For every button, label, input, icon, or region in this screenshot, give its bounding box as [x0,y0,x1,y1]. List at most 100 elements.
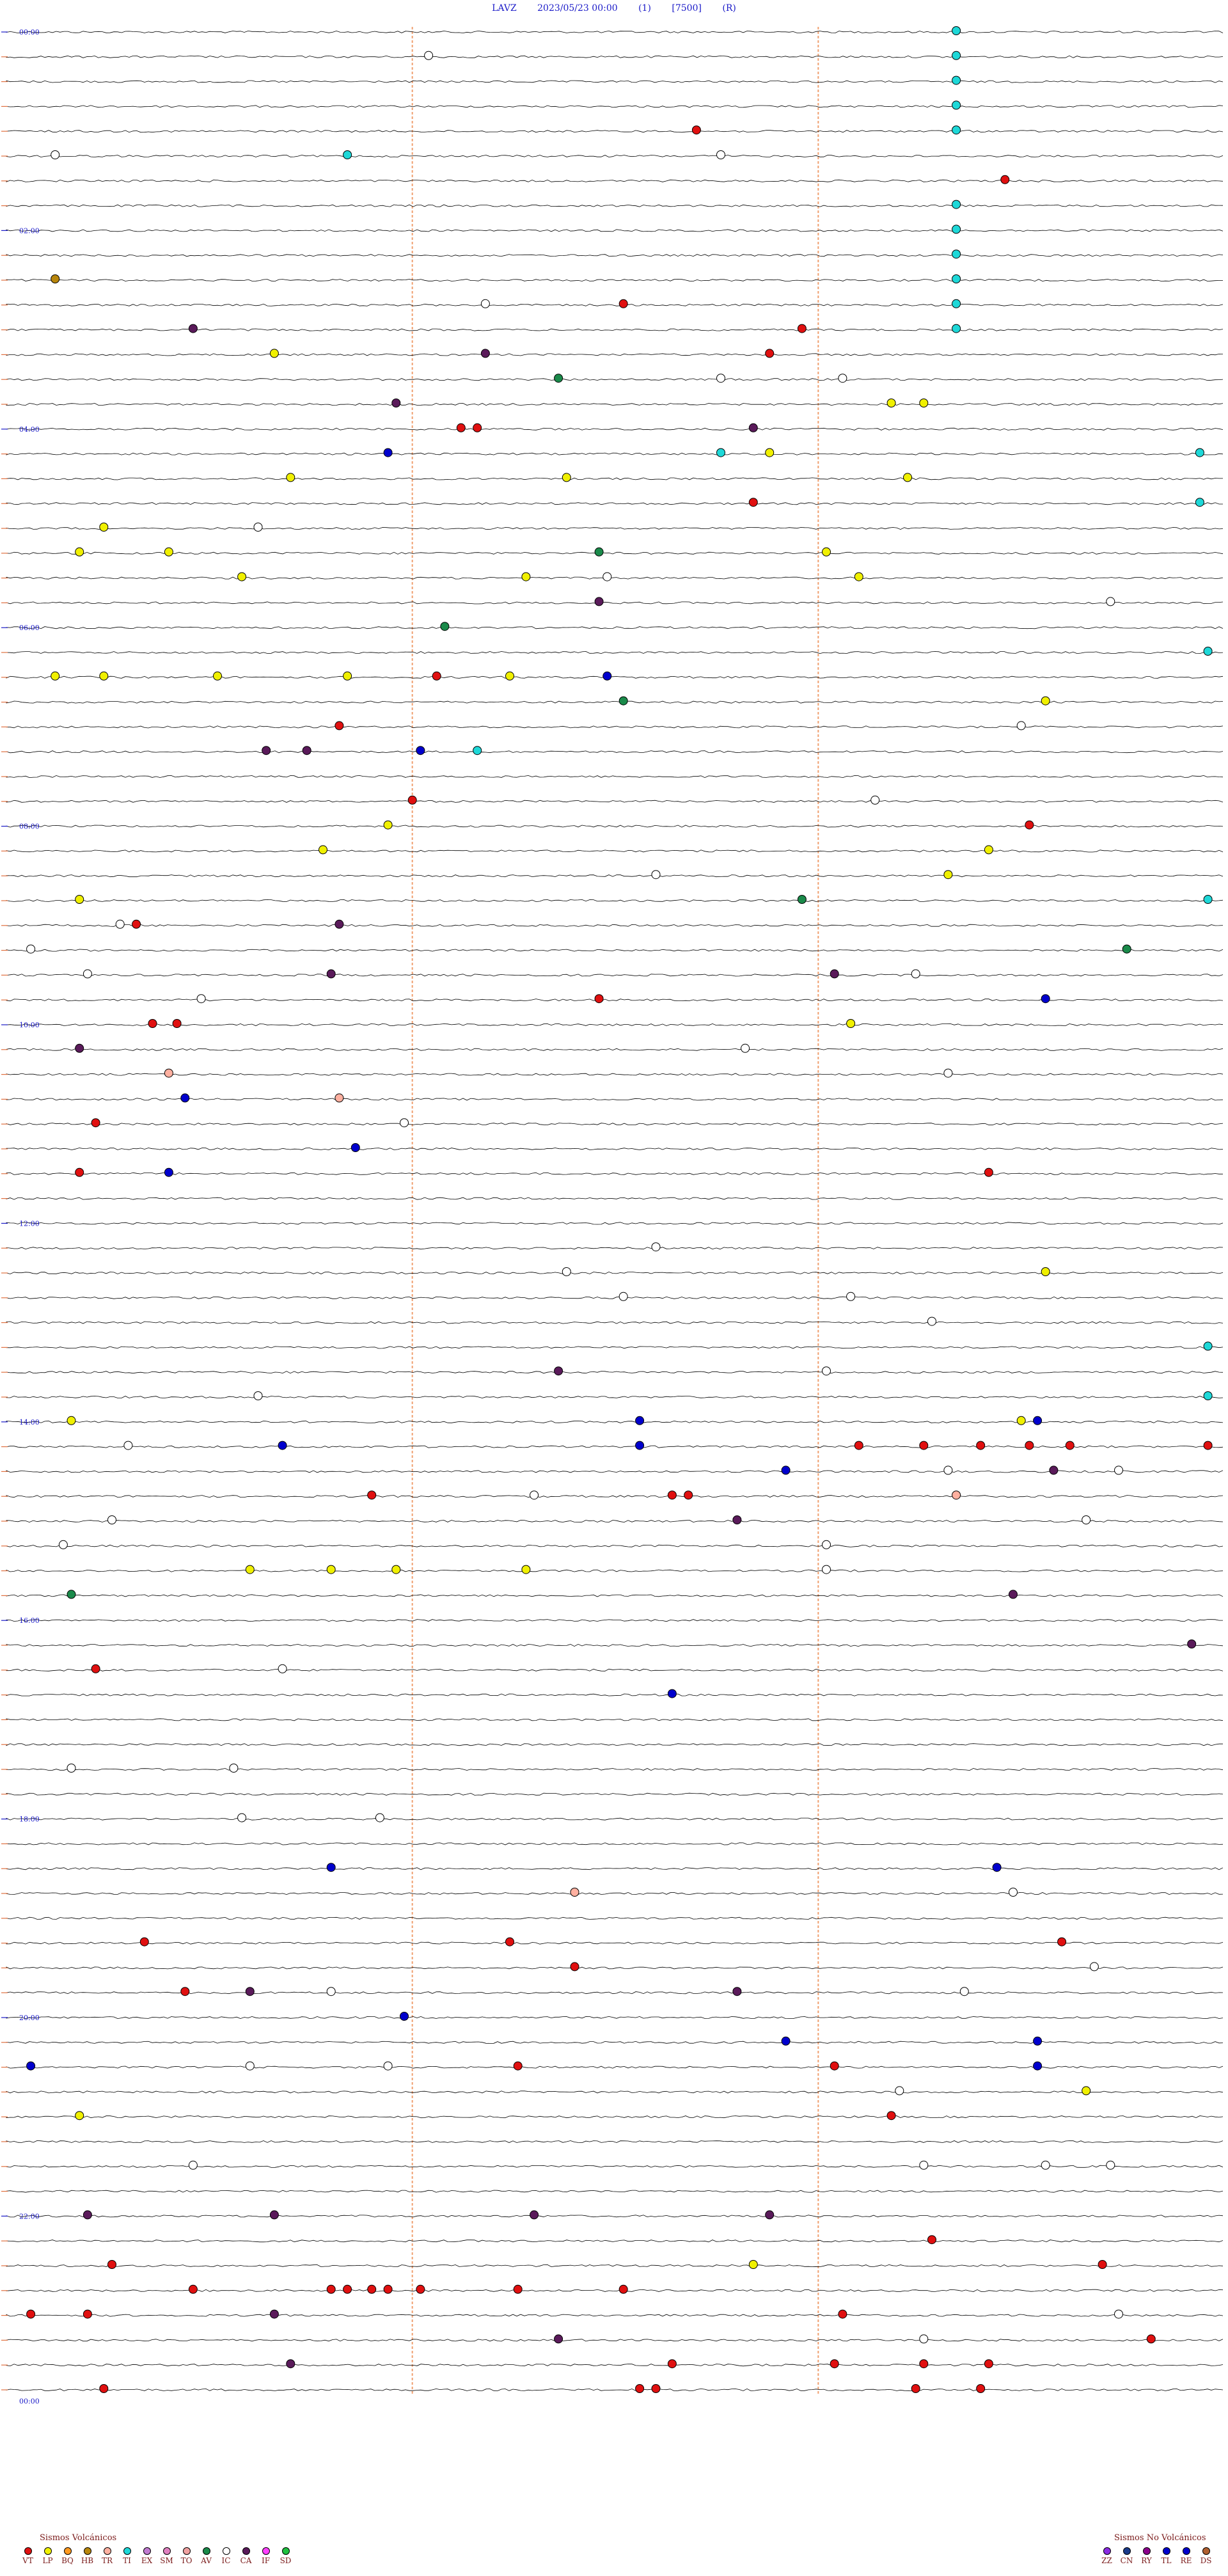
seismic-trace-row [6,179,1224,182]
legend-item-sm: SM [158,2547,175,2565]
legend-code-av: AV [201,2556,212,2565]
event-marker-ca [732,1987,742,1996]
seismic-trace-row [6,1594,1224,1597]
seismic-trace-row [6,1296,1224,1299]
event-marker-ti [1195,448,1204,457]
hour-label: 00:00 [19,2397,40,2405]
event-marker-vt [326,2284,336,2294]
event-marker-ca [286,2359,295,2369]
event-marker-vt [26,2309,36,2319]
event-marker-ti [1203,1341,1213,1351]
event-marker-tl [383,448,393,457]
event-marker-lp [67,1416,76,1425]
legend-item-zz: ZZ [1098,2547,1115,2565]
event-marker-av [67,1590,76,1599]
event-marker-ic [1089,1962,1099,1972]
event-marker-tl [400,2012,409,2021]
seismic-trace-row [6,1544,1224,1547]
event-marker-ic [716,150,725,159]
seismic-trace-row [6,1172,1223,1175]
event-marker-tl [1033,2061,1043,2071]
station-label: LAVZ [492,3,517,13]
seismic-trace-row [6,750,1224,754]
event-marker-vt [667,1490,677,1500]
legend-volcanic: VT LP BQ HB TR TI EX SM TO AV IC CA IF SD [19,2547,294,2565]
event-marker-ic [927,1316,936,1326]
event-marker-tl [1041,994,1050,1004]
event-marker-tl [667,1689,677,1698]
legend-code-if: IF [261,2556,271,2565]
event-marker-tl [180,1093,190,1103]
event-marker-ic [1106,597,1115,606]
event-marker-tr [570,1888,579,1897]
seismic-trace-row [6,1867,1224,1870]
event-marker-ic [115,919,125,929]
seismic-trace-row [6,576,1224,580]
legend-item-ds: DS [1197,2547,1215,2565]
event-marker-vt [107,2260,116,2269]
legend-code-ds: DS [1200,2556,1212,2565]
seismic-trace-row [6,775,1224,778]
seismic-trace-row [6,2041,1224,2044]
event-marker-ti [952,249,961,259]
event-marker-tr [164,1068,173,1078]
event-marker-ic [822,1565,831,1574]
event-marker-vt [148,1019,157,1028]
event-marker-lp [99,671,109,681]
event-marker-ic [1106,2160,1115,2170]
legend-code-sm: SM [160,2556,173,2565]
event-marker-vt [83,2309,92,2319]
event-marker-tl [602,671,612,681]
legend-swatch-bq [63,2547,72,2555]
hour-label: 12:00 [19,1219,40,1228]
event-marker-vt [91,1118,100,1128]
event-marker-lp [75,895,84,904]
event-marker-lp [521,1565,531,1574]
event-marker-lp [562,473,571,482]
event-marker-lp [748,2260,758,2269]
seismic-trace-row [6,1346,1224,1349]
event-marker-ca [1049,1466,1059,1475]
event-marker-vt [651,2384,661,2393]
hour-label: 06:00 [19,624,40,632]
event-marker-lp [213,671,222,681]
event-marker-lp [505,671,514,681]
event-marker-vt [838,2309,847,2319]
event-marker-ic [253,523,263,532]
event-marker-ca [830,969,839,979]
event-marker-vt [1146,2334,1156,2344]
seismic-trace-row [6,1693,1224,1696]
event-marker-vt [748,498,758,507]
seismic-trace-row [6,974,1224,977]
event-marker-ca [765,2210,775,2220]
seismic-trace-row [6,551,1224,555]
event-marker-ti [1195,498,1204,507]
event-marker-tr [952,1490,961,1500]
event-marker-vt [691,125,701,135]
hour-label: 14:00 [19,1418,40,1426]
event-marker-lp [269,349,279,358]
event-marker-vt [984,2359,993,2369]
event-marker-vt [99,2384,109,2393]
legend-swatch-ry [1142,2547,1151,2555]
seismic-trace-row [6,1495,1224,1498]
event-marker-lp [245,1565,255,1574]
legend-swatch-if [262,2547,270,2555]
legend-nonvolcanic-title: Sismos No Volcánicos [1114,2533,1206,2543]
seismic-trace-row [6,2364,1224,2367]
seismic-trace-row [6,254,1224,257]
event-marker-ic [1041,2160,1050,2170]
seismic-trace-row [6,1271,1224,1275]
legend-swatch-hb [83,2547,91,2555]
event-marker-ic [237,1813,247,1822]
event-marker-ca [269,2210,279,2220]
event-marker-tl [164,1167,173,1177]
event-marker-lp [903,473,912,482]
event-marker-vt [1203,1441,1213,1450]
event-marker-ti [1203,895,1213,904]
event-marker-tl [781,1466,791,1475]
seismic-trace-row [6,2264,1224,2268]
event-marker-ca [594,597,604,606]
helicorder-header: LAVZ 2023/05/23 00:00 (1) [7500] (R) [0,0,1228,19]
event-marker-ic [895,2086,904,2096]
